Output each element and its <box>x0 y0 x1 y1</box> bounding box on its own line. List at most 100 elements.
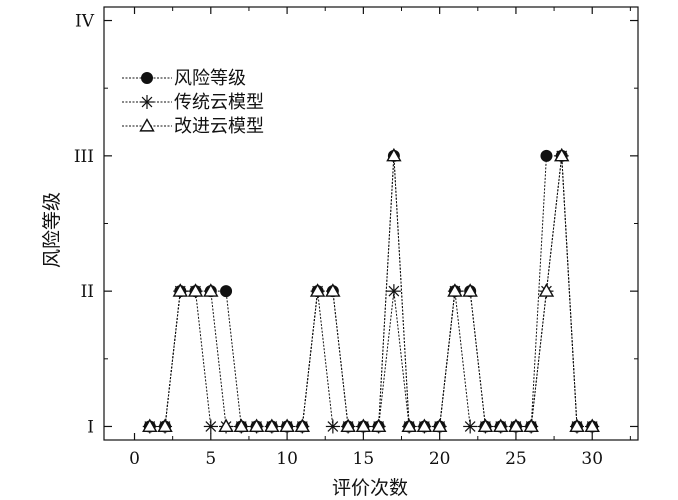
triangle-shape <box>370 418 387 433</box>
data-point <box>203 283 219 297</box>
data-point <box>386 284 401 299</box>
triangle-shape <box>538 283 555 297</box>
circle-shape <box>220 285 233 298</box>
triangle-shape <box>416 418 433 433</box>
triangle-shape <box>233 418 250 433</box>
triangle-shape <box>279 418 295 433</box>
triangle-shape <box>355 418 372 433</box>
data-point <box>294 418 311 433</box>
data-point <box>554 147 570 162</box>
data-point <box>508 418 524 433</box>
legend-marker <box>140 95 154 109</box>
data-point <box>447 283 463 297</box>
y-tick-label: II <box>81 282 94 302</box>
triangle-shape <box>386 147 402 162</box>
data-point <box>142 418 158 433</box>
data-point <box>355 418 372 433</box>
data-point <box>309 283 326 297</box>
data-point <box>370 418 387 433</box>
data-point <box>386 147 402 162</box>
data-point <box>462 283 478 297</box>
legend-marker <box>139 118 155 132</box>
triangle-shape <box>340 418 356 433</box>
triangle-shape <box>187 283 204 297</box>
series-line-2 <box>149 155 593 427</box>
data-point <box>325 283 341 297</box>
circle-shape <box>141 72 153 84</box>
triangle-shape <box>447 283 463 297</box>
data-point <box>157 418 173 433</box>
data-point <box>203 419 218 434</box>
triangle-shape <box>492 418 509 433</box>
data-point <box>569 418 585 433</box>
x-tick-label: 5 <box>205 449 216 469</box>
triangle-shape <box>325 283 341 297</box>
triangle-shape <box>508 418 524 433</box>
triangle-shape <box>309 283 326 297</box>
legend-item-2: 改进云模型 <box>122 116 264 137</box>
triangle-shape <box>584 418 600 433</box>
x-tick-label: 15 <box>353 449 375 469</box>
x-tick-label: 25 <box>505 449 527 469</box>
triangle-shape <box>203 283 219 297</box>
triangle-shape <box>139 118 155 132</box>
x-tick-label: 10 <box>276 449 298 469</box>
triangle-shape <box>264 418 280 433</box>
triangle-shape <box>218 418 234 433</box>
x-axis-title: 评价次数 <box>332 477 408 499</box>
asterisk-stroke <box>388 285 400 297</box>
triangle-shape <box>462 283 478 297</box>
triangle-shape <box>172 283 188 297</box>
asterisk-stroke <box>141 96 153 108</box>
data-point <box>340 418 356 433</box>
data-point <box>584 418 600 433</box>
triangle-shape <box>523 418 539 433</box>
data-point <box>523 418 539 433</box>
data-point <box>431 418 448 433</box>
data-point <box>233 418 250 433</box>
x-tick-label: 30 <box>581 449 603 469</box>
asterisk-stroke <box>327 421 339 432</box>
series-markers-2 <box>142 147 600 433</box>
triangle-shape <box>554 147 570 162</box>
data-point <box>264 418 280 433</box>
data-point <box>477 418 494 433</box>
triangle-shape <box>431 418 448 433</box>
data-point <box>540 149 553 162</box>
circle-shape <box>540 149 553 162</box>
data-point <box>401 418 417 433</box>
y-tick-label: III <box>74 147 94 167</box>
data-point <box>325 419 340 434</box>
data-point <box>463 419 478 434</box>
legend-label: 风险等级 <box>174 68 246 89</box>
triangle-shape <box>294 418 311 433</box>
y-tick-label: IV <box>75 12 95 32</box>
triangle-shape <box>248 418 265 433</box>
data-point <box>220 285 233 298</box>
data-point <box>279 418 295 433</box>
triangle-shape <box>401 418 417 433</box>
x-tick-label: 20 <box>429 449 451 469</box>
y-axis-title: 风险等级 <box>41 192 63 268</box>
legend-label: 改进云模型 <box>174 116 264 137</box>
triangle-shape <box>477 418 494 433</box>
asterisk-stroke <box>205 421 217 432</box>
data-point <box>492 418 509 433</box>
data-point <box>248 418 265 433</box>
legend-item-0: 风险等级 <box>122 68 246 89</box>
data-point <box>416 418 433 433</box>
x-tick-label: 0 <box>129 449 140 469</box>
triangle-shape <box>157 418 173 433</box>
triangle-shape <box>142 418 158 433</box>
legend-marker <box>141 72 153 84</box>
data-point <box>538 283 555 297</box>
triangle-shape <box>569 418 585 433</box>
legend-label: 传统云模型 <box>174 92 264 113</box>
data-point <box>187 283 204 297</box>
y-tick-label: I <box>87 417 94 437</box>
legend-item-1: 传统云模型 <box>122 92 264 113</box>
asterisk-stroke <box>464 421 476 432</box>
data-point <box>218 418 234 433</box>
